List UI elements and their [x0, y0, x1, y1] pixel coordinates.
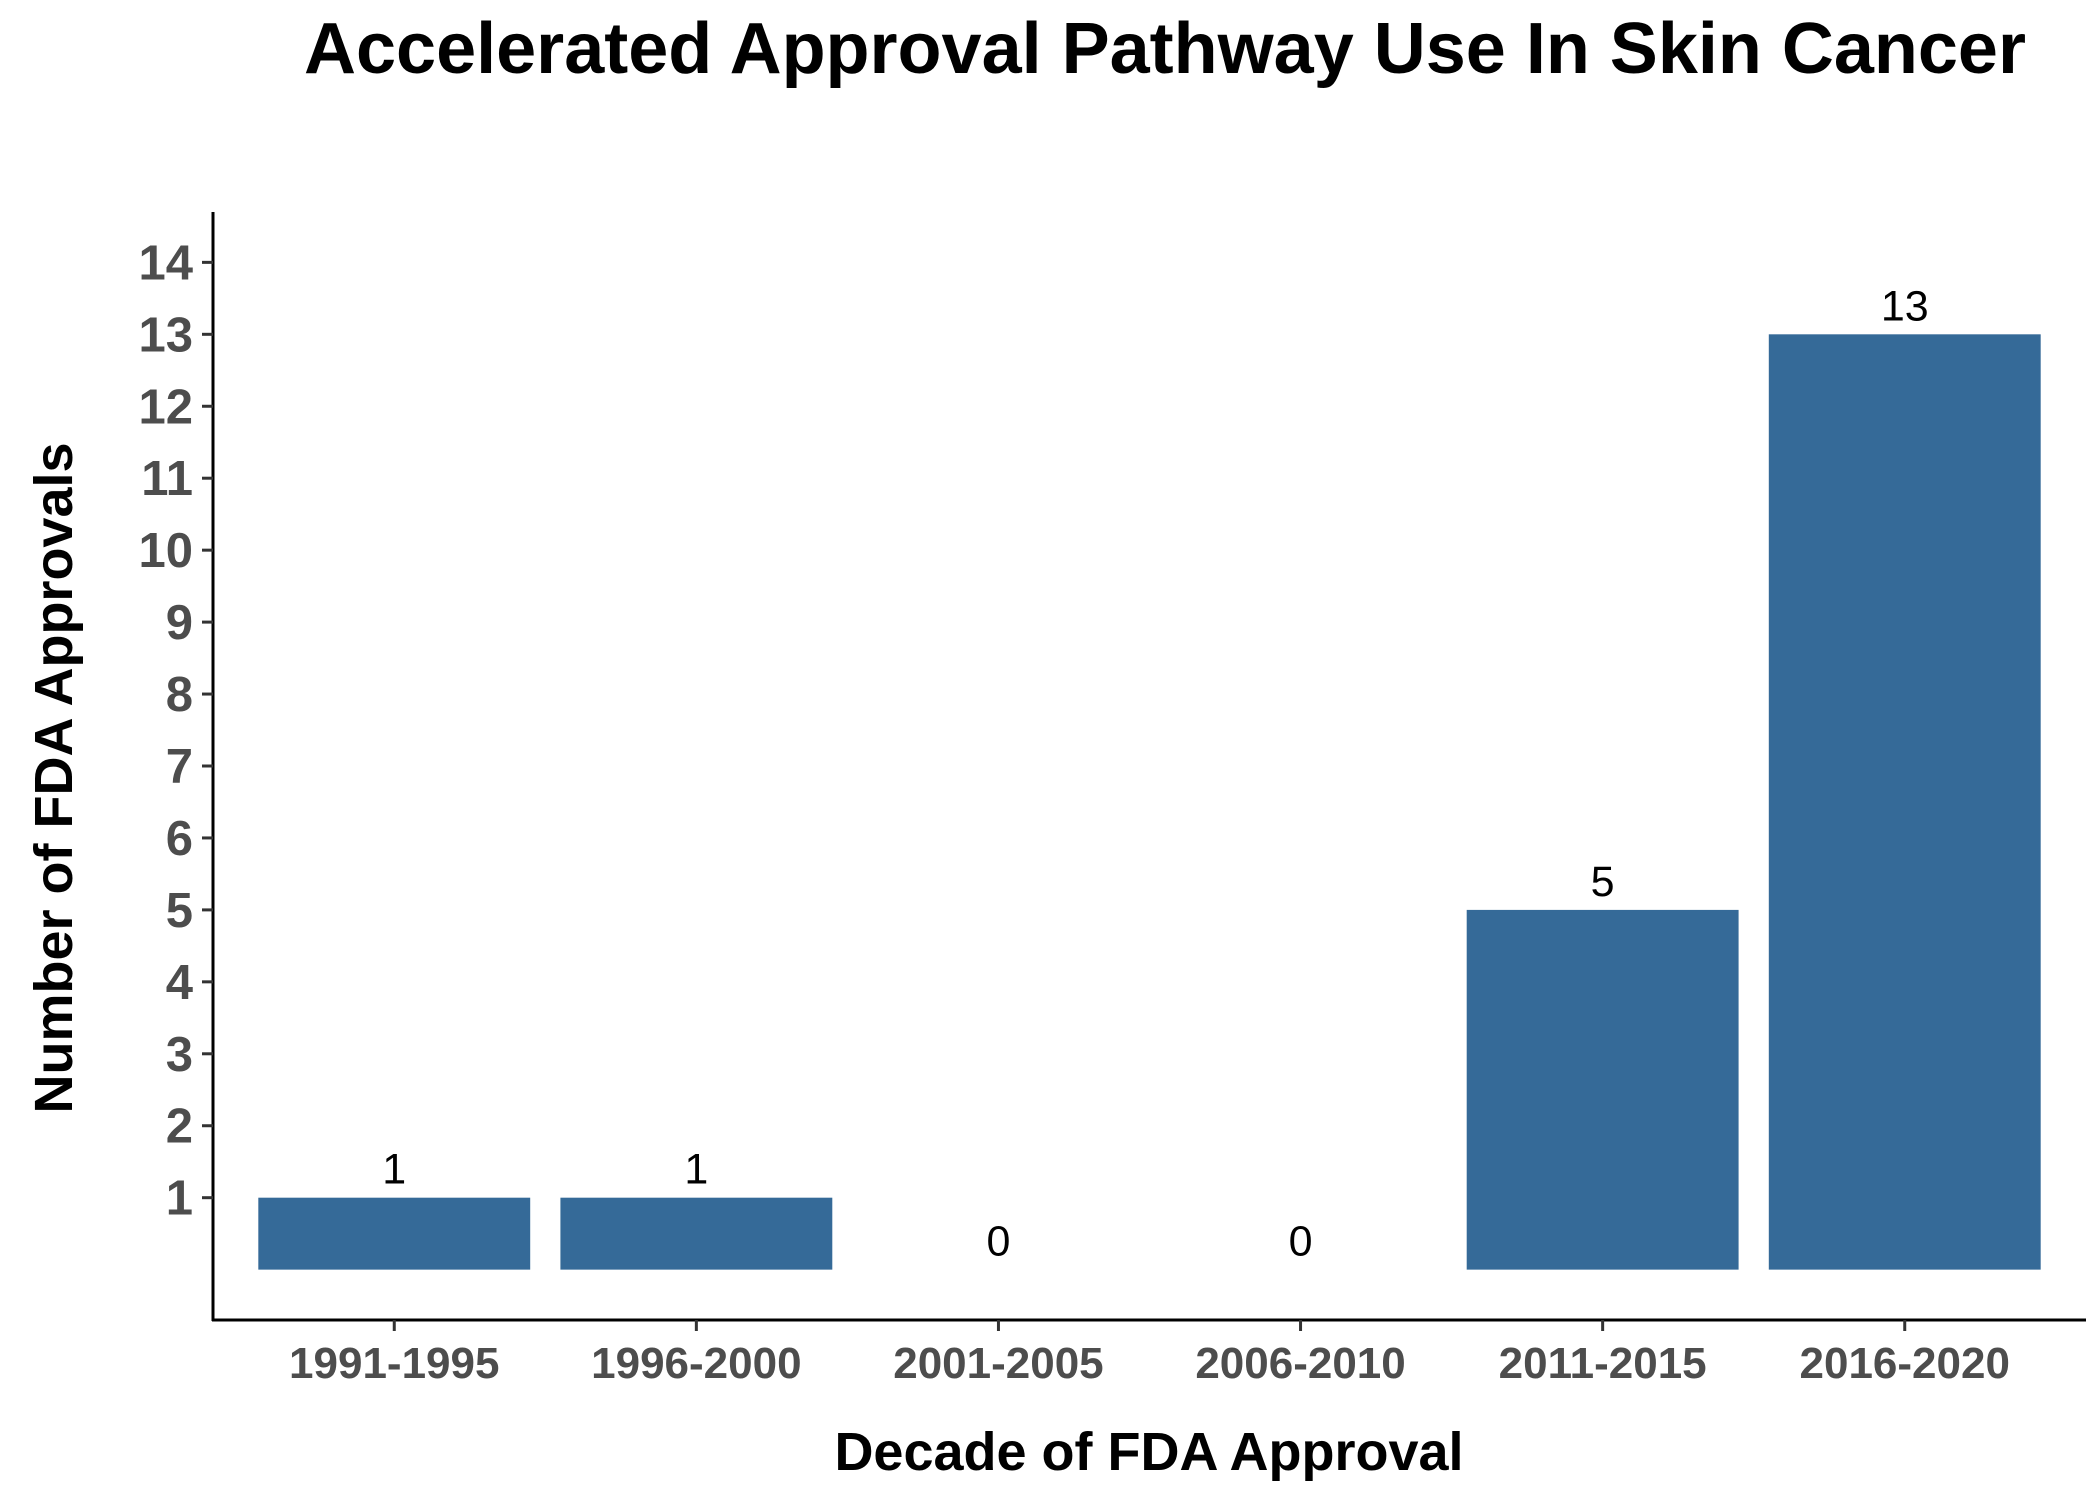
bar-label-1996-2000: 1	[684, 1146, 708, 1194]
y-tick-label: 13	[138, 308, 193, 362]
x-tick-label: 1996-2000	[591, 1339, 801, 1388]
y-axis-title: Number of FDA Approvals	[24, 442, 84, 1113]
y-tick-label: 8	[166, 668, 193, 722]
y-tick-label: 9	[166, 596, 193, 650]
x-ticks-layer: 1991-1995 1996-2000 2001-2005 2006-2010 2011…	[289, 1320, 2010, 1388]
x-tick-label: 1991-1995	[289, 1339, 499, 1388]
y-tick-label: 14	[138, 236, 193, 290]
y-tick-label: 3	[166, 1028, 193, 1082]
bar-label-2016-2020: 13	[1881, 282, 1929, 330]
y-tick-label: 4	[166, 956, 193, 1010]
chart-title: Accelerated Approval Pathway Use In Skin…	[304, 9, 2026, 89]
y-tick-label: 7	[166, 740, 193, 794]
bar-label-1991-1995: 1	[382, 1146, 406, 1194]
bar-label-2006-2010: 0	[1289, 1218, 1313, 1266]
y-tick-label: 12	[138, 380, 193, 434]
bar-2016-2020	[1768, 334, 2041, 1270]
y-tick-label: 5	[166, 884, 193, 938]
x-axis-title: Decade of FDA Approval	[834, 1422, 1463, 1482]
bar-label-2001-2005: 0	[986, 1218, 1010, 1266]
bars-layer	[258, 334, 2041, 1270]
bar-2011-2015	[1466, 909, 1739, 1270]
y-tick-label: 10	[138, 524, 193, 578]
bar-label-2011-2015: 5	[1591, 858, 1615, 906]
x-tick-label: 2006-2010	[1195, 1339, 1405, 1388]
bar-1991-1995	[258, 1197, 531, 1270]
x-tick-label: 2011-2015	[1499, 1339, 1707, 1388]
bar-1996-2000	[560, 1197, 833, 1270]
y-tick-label: 11	[141, 452, 193, 506]
y-tick-label: 6	[166, 812, 193, 866]
y-tick-label: 1	[166, 1172, 193, 1226]
x-tick-label: 2016-2020	[1800, 1339, 2010, 1388]
y-tick-label: 2	[166, 1100, 193, 1154]
bar-labels-layer: 1 1 0 0 5 13	[382, 282, 1928, 1265]
x-tick-label: 2001-2005	[893, 1339, 1103, 1388]
